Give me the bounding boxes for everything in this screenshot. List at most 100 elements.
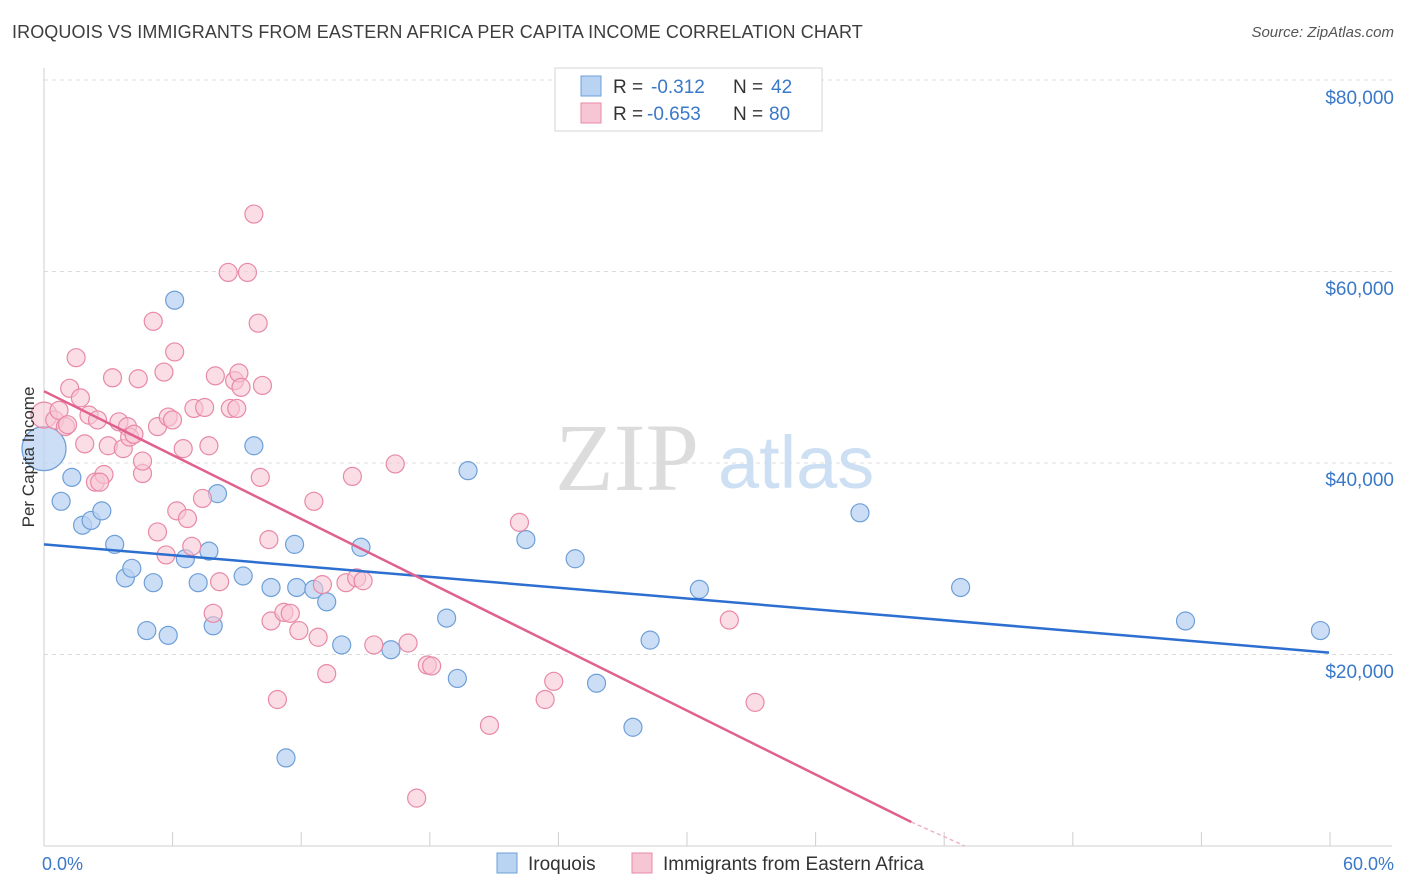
iroquois-point — [850, 503, 870, 523]
iroquois-point — [261, 577, 281, 598]
eastern-africa-point — [479, 715, 500, 735]
iroquois-point — [122, 558, 142, 578]
eastern-africa-point — [304, 491, 324, 511]
eastern-africa-point — [252, 375, 273, 396]
series-iroquois-points — [21, 290, 1331, 768]
eastern-africa-point — [422, 656, 442, 676]
legend-swatch-iroquois — [496, 852, 518, 874]
iroquois-point — [188, 573, 208, 593]
chart-source: Source: ZipAtlas.com — [1251, 24, 1394, 41]
eastern-africa-point — [312, 575, 333, 595]
eastern-africa-point — [192, 488, 213, 509]
watermark-zip: ZIP — [555, 404, 699, 511]
x-tick-label-end: 60.0% — [1343, 854, 1394, 874]
legend-n-value: 80 — [769, 104, 790, 125]
eastern-africa-point — [407, 788, 427, 808]
watermark: ZIP atlas — [555, 404, 874, 511]
eastern-africa-point — [132, 451, 153, 471]
eastern-africa-point — [308, 627, 328, 647]
legend-swatch-eastern-africa — [631, 852, 653, 874]
iroquois-point — [244, 436, 264, 456]
eastern-africa-point — [267, 689, 288, 710]
iroquois-point — [623, 717, 643, 737]
eastern-africa-point — [205, 366, 225, 386]
eastern-africa-point — [250, 467, 270, 487]
eastern-africa-point — [203, 603, 223, 623]
eastern-africa-point — [57, 415, 78, 435]
eastern-africa-point — [66, 348, 86, 368]
eastern-africa-point — [173, 439, 193, 459]
legend-n-label: N = — [733, 77, 763, 98]
eastern-africa-point — [364, 635, 384, 655]
eastern-africa-point — [90, 472, 110, 492]
eastern-africa-point — [342, 466, 362, 487]
eastern-africa-point — [195, 397, 215, 418]
eastern-africa-point — [248, 313, 268, 333]
iroquois-point — [233, 566, 253, 586]
iroquois-point — [276, 748, 296, 768]
eastern-africa-point — [244, 204, 264, 224]
iroquois-point — [381, 640, 401, 660]
eastern-africa-point — [289, 620, 309, 641]
y-tick-label: $20,000 — [1325, 662, 1394, 683]
y-tick-label: $80,000 — [1325, 88, 1394, 109]
legend-n-value: 42 — [771, 77, 792, 98]
eastern-africa-point — [143, 311, 163, 331]
legend-r-label: R = — [613, 104, 643, 125]
legend-n-label: N = — [733, 104, 763, 125]
legend-swatch-eastern-africa — [580, 102, 602, 124]
eastern-africa-point — [218, 262, 238, 283]
eastern-africa-point — [317, 664, 337, 684]
iroquois-point — [287, 577, 307, 598]
series-eastern-africa-points — [30, 204, 765, 808]
iroquois-point — [143, 573, 163, 593]
eastern-africa-point — [745, 692, 765, 712]
eastern-africa-trend-line — [43, 390, 912, 824]
eastern-africa-point — [199, 436, 219, 456]
eastern-africa-point — [124, 424, 144, 444]
eastern-africa-point — [719, 610, 739, 630]
eastern-africa-point — [147, 522, 168, 542]
eastern-africa-point — [535, 689, 555, 710]
iroquois-point — [447, 668, 467, 689]
eastern-africa-point — [280, 603, 300, 623]
eastern-africa-point — [210, 572, 230, 592]
legend-r-value: -0.312 — [651, 77, 705, 98]
iroquois-point — [62, 467, 82, 487]
eastern-africa-point — [128, 369, 148, 389]
eastern-africa-point — [75, 434, 95, 454]
y-tick-label: $60,000 — [1325, 279, 1394, 300]
legend-r-label: R = — [613, 77, 643, 98]
stats-legend: R = -0.312 N = 42 R = -0.653 N = 80 — [554, 67, 823, 132]
legend-r-value: -0.653 — [647, 104, 701, 125]
eastern-africa-point — [237, 262, 258, 283]
y-tick-labels: $20,000 $40,000 $60,000 $80,000 — [1325, 88, 1394, 683]
eastern-africa-point — [398, 633, 418, 653]
iroquois-point — [165, 290, 185, 310]
iroquois-point — [640, 630, 660, 650]
iroquois-point — [516, 529, 536, 550]
eastern-africa-point — [544, 671, 564, 691]
eastern-africa-point — [177, 508, 198, 529]
eastern-africa-trend-extension — [911, 821, 966, 847]
legend-label-iroquois: Iroquois — [528, 854, 596, 875]
iroquois-point — [158, 625, 178, 645]
iroquois-point — [565, 549, 585, 569]
iroquois-point — [137, 620, 157, 641]
eastern-africa-point — [165, 342, 185, 362]
eastern-africa-point — [102, 368, 123, 388]
iroquois-point — [1175, 611, 1196, 631]
iroquois-point — [951, 577, 971, 598]
trend-lines — [43, 390, 1330, 847]
iroquois-point — [1310, 620, 1331, 641]
iroquois-point — [437, 608, 457, 628]
eastern-africa-point — [49, 400, 69, 420]
eastern-africa-point — [385, 454, 405, 474]
eastern-africa-point — [227, 398, 247, 419]
iroquois-trend-line — [43, 543, 1330, 654]
iroquois-point — [689, 579, 709, 599]
eastern-africa-point — [154, 362, 174, 382]
eastern-africa-point — [182, 536, 202, 556]
eastern-africa-point — [70, 388, 91, 408]
